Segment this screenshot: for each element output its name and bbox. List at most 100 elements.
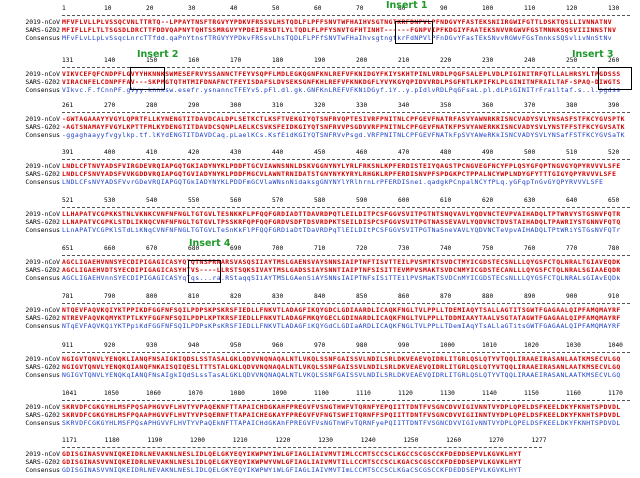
ruler-tick-label: 180 [272, 57, 284, 64]
ruler-tick-label: 1190 [147, 437, 163, 444]
ruler-tick-label: 420 [188, 149, 200, 156]
ruler-tick-label: 1210 [232, 437, 248, 444]
ruler-tick-label: 131 [62, 57, 74, 64]
ruler-tick-label: 460 [356, 149, 368, 156]
ruler-line [62, 397, 630, 401]
ruler-tick-label: 1130 [440, 390, 455, 397]
ruler-tick-label: 230 [482, 57, 494, 64]
ruler-tick-label: 360 [482, 102, 494, 109]
ruler-tick-label: 240 [524, 57, 536, 64]
ruler-tick-label: 1070 [188, 390, 203, 397]
ruler-tick-label: 450 [314, 149, 326, 156]
ruler-tick-label: 790 [104, 293, 116, 300]
sequence-name: Consensus [25, 274, 60, 282]
ruler-tick-label: 540 [146, 197, 158, 204]
consensus-sequence: LNDLCFsNVYADSFVvrGDeVRQIAPGQTGkIADYNYKLP… [62, 178, 604, 186]
ruler-tick-label: 960 [272, 342, 284, 349]
sequence-row: LLNAPATVCGPKLSTDLIKNQCVNFNFNGLTGTGVLTPSS… [62, 218, 621, 226]
ruler-tick-label: 560 [230, 197, 242, 204]
ruler-tick-label: 820 [230, 293, 242, 300]
ruler-tick-label: 1120 [398, 390, 413, 397]
ruler-tick-label: 1080 [230, 390, 245, 397]
sequence-name: 2019-nCoV [25, 355, 60, 363]
sequence-row: NTREVFAQVKQMYKTPTLKYFGGFNFSQILPDPLKPTKRS… [62, 314, 621, 322]
ruler-tick-label: 610 [440, 197, 452, 204]
ruler-tick-label: 720 [356, 245, 368, 252]
ruler-tick-label: 1200 [190, 437, 205, 444]
consensus-sequence: MFvFLvLLpLvSsqcLnrcTTfdd.qaPnYtnsfTRGVYY… [62, 34, 613, 42]
ruler-tick-label: 590 [356, 197, 368, 204]
sequence-name: SARS-GZ02 [25, 26, 60, 34]
ruler-tick-label: 850 [356, 293, 368, 300]
ruler-tick-label: 990 [398, 342, 410, 349]
ruler-tick-label: 1160 [566, 390, 581, 397]
sequence-row: MFIFLLFLTLTSGSDLDRCTTFDDVQAPNYTQHTSSMRGV… [62, 26, 617, 34]
sequence-row: AGCLIGAEHVNNSYECDIPIGAGICASYQTQTNSPRRARS… [62, 258, 621, 266]
sequence-row: VIKVCEFQFCNDPFLGVYYHKNNKSWMESEFRVYSSANNC… [62, 70, 621, 78]
sequence-name: 2019-nCoV [25, 70, 60, 78]
ruler-tick-label: 470 [398, 149, 410, 156]
ruler-tick-label: 660 [104, 245, 116, 252]
sequence-row: AGCLIGAEHVDTSYECDIPIGAGICASYHTVS----LLRS… [62, 266, 621, 274]
ruler-line [62, 156, 630, 160]
ruler-tick-label: 670 [146, 245, 158, 252]
ruler-tick-label: 330 [356, 102, 368, 109]
ruler-tick-label: 680 [188, 245, 200, 252]
ruler-tick-label: 521 [62, 197, 74, 204]
ruler-tick-label: 1090 [272, 390, 287, 397]
ruler-tick-label: 20 [146, 5, 154, 12]
sequence-row: LNDLCFSNVYADSFVVKGDDVRQIAPGQTGVIADYNYKLP… [62, 170, 617, 178]
consensus-sequence: GDISGINASVVNIQKEIDRLNEVAKNLNESLIDLQELGKY… [62, 466, 522, 474]
ruler-tick-label: 410 [146, 149, 158, 156]
ruler-tick-label: 261 [62, 102, 74, 109]
ruler-tick-label: 1020 [524, 342, 539, 349]
sequence-name: Consensus [25, 178, 60, 186]
ruler-tick-label: 600 [398, 197, 410, 204]
ruler-tick-label: 570 [272, 197, 284, 204]
insert-box [598, 67, 632, 90]
ruler-tick-label: 770 [566, 245, 578, 252]
insert-label: Insert 1 [386, 0, 428, 11]
ruler-tick-label: 760 [524, 245, 536, 252]
insert-label: Insert 3 [572, 49, 614, 60]
ruler-tick-label: 120 [566, 5, 578, 12]
sequence-name: Consensus [25, 226, 60, 234]
sequence-row: SKRVDFCGKGYHLMSFPQSAPHGVVFLHVTYVPAQEKNFT… [62, 403, 621, 411]
ruler-tick-label: 510 [566, 149, 578, 156]
ruler-tick-label: 250 [566, 57, 578, 64]
ruler-tick-label: 1000 [440, 342, 455, 349]
insert-box [395, 21, 433, 44]
sequence-name: Consensus [25, 322, 60, 330]
sequence-row: VIRACNFELCDNPFFAV---SKPMGTQTHTMIFDNAFNCT… [62, 78, 621, 86]
ruler-tick-label: 750 [482, 245, 494, 252]
ruler-tick-label: 1050 [104, 390, 119, 397]
sequence-name: Consensus [25, 131, 60, 139]
ruler-tick-label: 390 [608, 102, 620, 109]
ruler-tick-label: 320 [314, 102, 326, 109]
insert-box [130, 67, 165, 90]
ruler-tick-label: 620 [482, 197, 494, 204]
ruler-line [62, 444, 542, 448]
ruler-tick-label: 550 [188, 197, 200, 204]
ruler-tick-label: 940 [188, 342, 200, 349]
ruler-tick-label: 370 [524, 102, 536, 109]
ruler-tick-label: 210 [398, 57, 410, 64]
ruler-tick-label: 1 [62, 5, 66, 12]
sequence-name: SARS-GZ02 [25, 314, 60, 322]
sequence-name: 2019-nCoV [25, 306, 60, 314]
sequence-name: 2019-nCoV [25, 162, 60, 170]
consensus-sequence: LLnAPATVCGPKlSTdLiKNqCVNFNFNGLTGTGVLTeSn… [62, 226, 621, 234]
ruler-tick-label: 1110 [356, 390, 371, 397]
ruler-tick-label: 400 [104, 149, 116, 156]
ruler-tick-label: 780 [608, 245, 620, 252]
consensus-sequence: SKRVDFCGKGYHLMSFPQsAPHGVVFLHVTYVPaQEkNFT… [62, 419, 621, 427]
sequence-row: MFVFLVLLPLVSSQCVNLTTRTQ--LPPAYTNSFTRGVYY… [62, 18, 613, 26]
ruler-line [62, 12, 630, 16]
sequence-name: Consensus [25, 86, 60, 94]
ruler-tick-label: 911 [62, 342, 74, 349]
ruler-tick-label: 440 [272, 149, 284, 156]
sequence-name: Consensus [25, 466, 60, 474]
ruler-tick-label: 890 [524, 293, 536, 300]
ruler-tick-label: 140 [104, 57, 116, 64]
sequence-row: -GWTAGAAAYYVGYLQPRTFLLKYNENGTITDAVDCALDP… [62, 115, 625, 123]
